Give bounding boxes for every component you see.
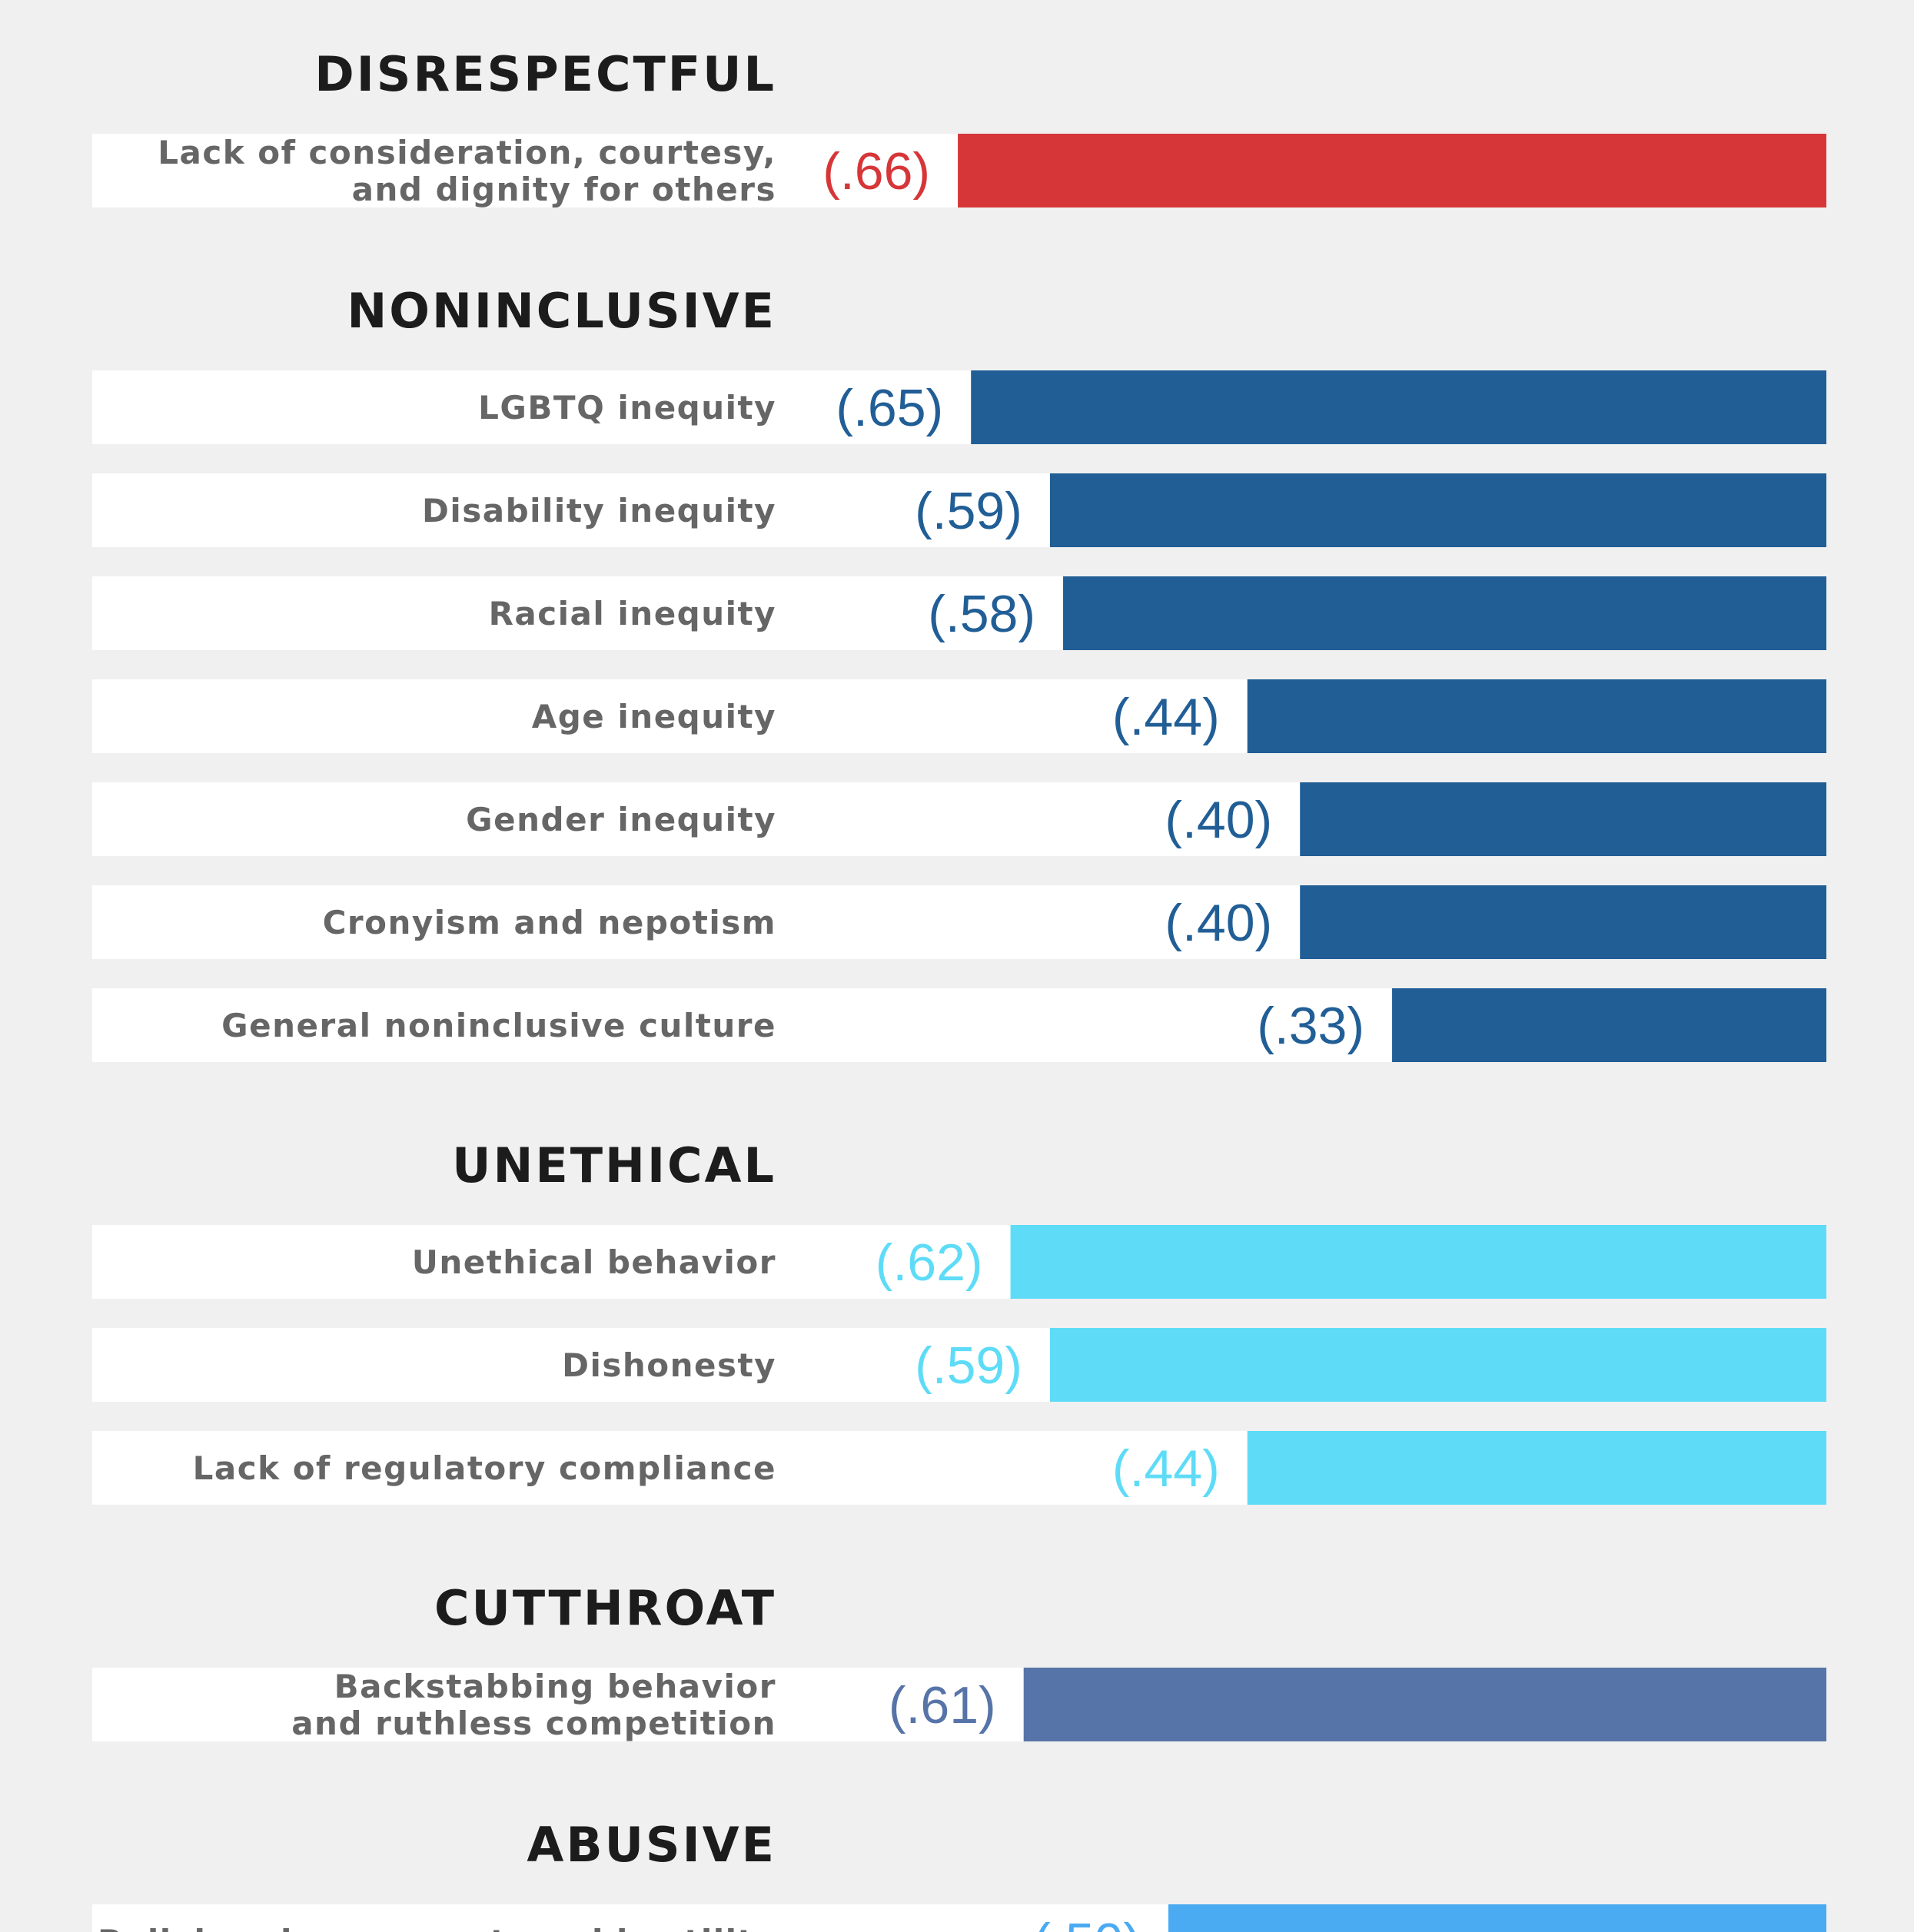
bar [971, 370, 1826, 444]
value-label: (.40) [1165, 791, 1272, 849]
bar-label: Backstabbing behavior [334, 1668, 776, 1705]
bar-row: (.66) Lack of consideration, courtesy,and… [92, 134, 1826, 208]
bar [1010, 1225, 1826, 1299]
category-heading: DISRESPECTFUL [314, 46, 776, 102]
bar-label: Cronyism and nepotism [323, 904, 776, 941]
bar [1300, 885, 1826, 959]
group-unethical: UNETHICAL (.62) Unethical behavior (.59) Dis… [92, 1137, 1826, 1505]
bar-row: (.59) Disability inequity [92, 473, 1826, 547]
value-label: (.59) [915, 482, 1022, 540]
value-label: (.33) [1257, 997, 1364, 1055]
bar-row: (.59) Dishonesty [92, 1328, 1826, 1402]
bar [1049, 473, 1826, 547]
bar [1247, 679, 1826, 753]
value-label: (.59) [915, 1336, 1022, 1395]
group-abusive: ABUSIVE (.50) Bullying, harassment, and ho… [92, 1817, 1826, 1932]
bar-label: Lack of consideration, courtesy, [158, 134, 776, 171]
bar-row: (.33) General noninclusive culture [92, 988, 1826, 1062]
value-label: (.58) [928, 585, 1035, 643]
bar-label: Age inequity [532, 698, 776, 735]
bar-label: Bullying, harassment, and hostility [98, 1923, 776, 1932]
bar-row: (.62) Unethical behavior [92, 1225, 1826, 1299]
category-heading: UNETHICAL [452, 1137, 776, 1193]
bar-row: (.58) Racial inequity [92, 576, 1826, 650]
bar-label: LGBTQ inequity [478, 389, 776, 427]
bar-row: (.44) Age inequity [92, 679, 1826, 753]
group-disrespectful: DISRESPECTFUL (.66) Lack of consideration,… [92, 46, 1826, 208]
value-label: (.40) [1165, 894, 1272, 952]
bar-label: Dishonesty [562, 1346, 776, 1384]
bar-label: and dignity for others [352, 171, 776, 208]
bar-label: Racial inequity [489, 595, 776, 632]
bar-label: Disability inequity [422, 492, 776, 529]
bar [1392, 988, 1826, 1062]
bar [1168, 1904, 1826, 1932]
category-heading: CUTTHROAT [434, 1580, 776, 1636]
bar-label: Gender inequity [466, 801, 776, 838]
bar-label: and ruthless competition [291, 1705, 776, 1742]
value-label: (.66) [822, 142, 930, 201]
bar [1049, 1328, 1826, 1402]
category-heading: NONINCLUSIVE [347, 283, 776, 339]
value-label: (.61) [889, 1676, 996, 1734]
value-label: (.62) [876, 1233, 983, 1292]
value-label: (.65) [836, 379, 943, 437]
value-label: (.44) [1112, 1439, 1220, 1498]
category-heading: ABUSIVE [527, 1817, 776, 1873]
bar [958, 134, 1826, 207]
bar [1247, 1431, 1826, 1505]
bar-label: Unethical behavior [412, 1243, 776, 1281]
bar-row: (.50) Bullying, harassment, and hostility [92, 1904, 1826, 1932]
bar-row: (.44) Lack of regulatory compliance [92, 1431, 1826, 1505]
value-label: (.44) [1112, 688, 1220, 746]
bar-row: (.40) Gender inequity [92, 782, 1826, 856]
bar [1300, 782, 1826, 856]
value-label: (.50) [1033, 1913, 1141, 1932]
bar [1023, 1668, 1826, 1741]
bar-row: (.65) LGBTQ inequity [92, 370, 1826, 444]
bar-label: General noninclusive culture [221, 1007, 776, 1044]
bar-label: Lack of regulatory compliance [193, 1449, 776, 1487]
group-noninclusive: NONINCLUSIVE (.65) LGBTQ inequity (.59) Disa… [92, 283, 1826, 1062]
bar-row: (.40) Cronyism and nepotism [92, 885, 1826, 959]
bar [1063, 576, 1826, 650]
